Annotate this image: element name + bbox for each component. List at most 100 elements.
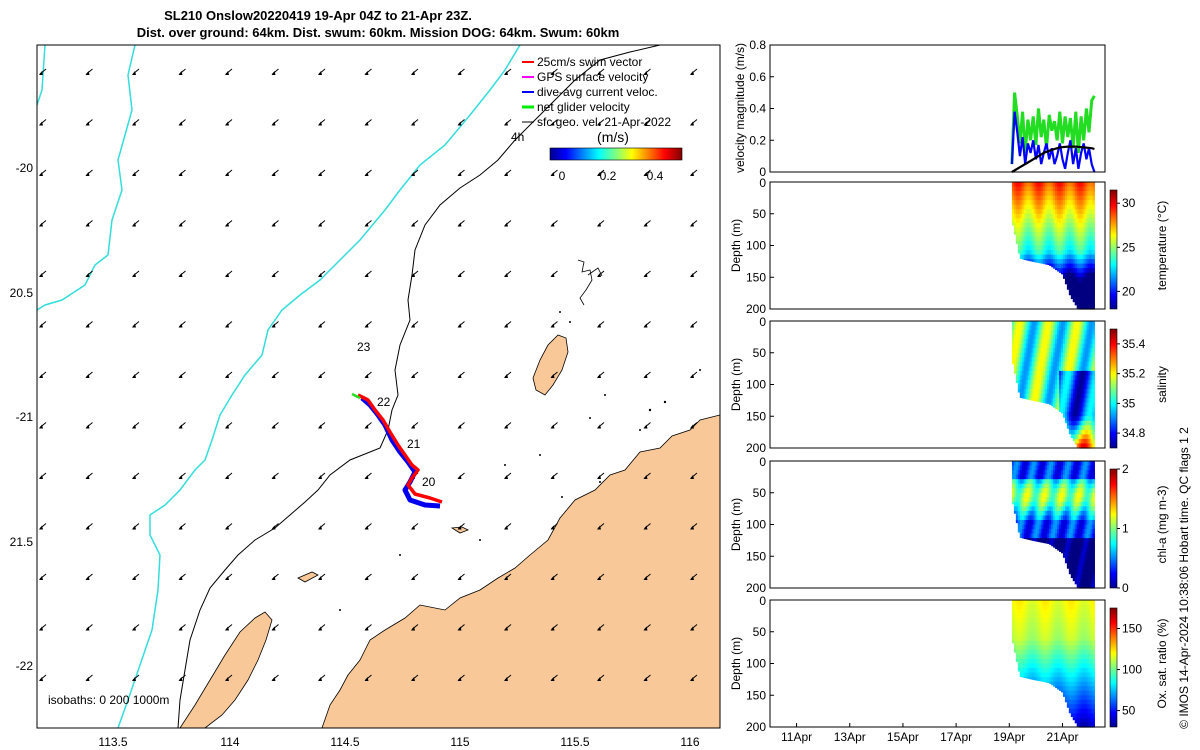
heatmap-cell [1015, 627, 1019, 633]
heatmap-cell [1057, 636, 1060, 642]
heatmap-cell [1049, 231, 1052, 238]
heatmap-cell [1015, 204, 1019, 210]
heatmap-cell [1066, 339, 1070, 345]
heatmap-cell [1019, 254, 1023, 259]
heatmap-cell [1084, 649, 1088, 656]
current-arrow [504, 321, 512, 328]
heatmap-cell [1078, 218, 1082, 224]
map-legend: 25cm/s swim vector GPS surface velocity … [522, 55, 683, 183]
heatmap-cell [1070, 339, 1074, 345]
heatmap-cell [1049, 357, 1052, 363]
heatmap-cell [1037, 483, 1041, 489]
heatmap-cell [1064, 191, 1068, 197]
heatmap-cell [1090, 379, 1093, 386]
heatmap-cell [1082, 681, 1086, 687]
temperature-colorbar-label: temperature (°C) [1155, 201, 1169, 291]
heatmap-cell [1092, 290, 1095, 296]
heatmap-cell [1090, 631, 1093, 637]
heatmap-cell [1015, 222, 1019, 228]
heatmap-cell [1084, 654, 1088, 660]
heatmap-cell [1033, 195, 1037, 201]
heatmap-cell [1021, 245, 1025, 251]
heatmap-cell [1031, 379, 1035, 386]
heatmap-cell [1078, 299, 1082, 306]
heatmap-cell [1076, 370, 1080, 377]
heatmap-cell [1090, 497, 1093, 503]
heatmap-cell [1035, 645, 1039, 651]
heatmap-cell [1061, 677, 1064, 683]
heatmap-cell [1055, 343, 1058, 349]
heatmap-cell [1080, 379, 1084, 386]
heatmap-cell [1074, 551, 1078, 557]
heatmap-cell [1088, 677, 1092, 683]
heatmap-cell [1086, 483, 1090, 489]
heatmap-cell [1064, 663, 1068, 669]
heatmap-cell [1061, 465, 1064, 471]
heatmap-cell [1086, 708, 1090, 714]
heatmap-cell [1047, 618, 1050, 624]
heatmap-cell [1076, 200, 1080, 206]
heatmap-cell [1049, 542, 1052, 545]
heatmap-cell [1076, 515, 1080, 521]
heatmap-cell [1084, 209, 1088, 215]
heatmap-cell [1070, 357, 1074, 363]
current-arrow [504, 68, 512, 75]
heatmap-cell [1045, 600, 1048, 606]
heatmap-cell [1057, 389, 1060, 395]
heatmap-cell [1035, 636, 1039, 642]
heatmap-cell [1047, 538, 1050, 544]
current-arrow [364, 422, 372, 429]
heatmap-cell [1025, 636, 1029, 642]
heatmap-cell [1074, 488, 1078, 494]
heatmap-cell [1027, 600, 1031, 606]
current-arrow [504, 220, 512, 227]
heatmap-cell [1043, 222, 1046, 228]
depth-tick: 150 [746, 688, 766, 702]
heatmap-cell [1053, 622, 1056, 628]
heatmap-cell [1082, 622, 1086, 628]
heatmap-cell [1082, 479, 1086, 485]
heatmap-cell [1045, 529, 1048, 535]
heatmap-cell [1047, 519, 1050, 526]
heatmap-cell [1039, 254, 1042, 260]
colorbar-tick: 20 [1122, 284, 1136, 298]
heatmap-cell [1076, 195, 1080, 201]
heatmap-cell [1088, 538, 1092, 544]
heatmap-cell [1092, 686, 1095, 692]
heatmap-cell [1080, 645, 1084, 651]
heatmap-cell [1053, 501, 1056, 507]
heatmap-cell [1057, 398, 1060, 404]
heatmap-cell [1072, 479, 1076, 485]
salinity-heatmap [1011, 321, 1095, 449]
heatmap-cell [1074, 429, 1078, 435]
heatmap-cell [1019, 343, 1023, 349]
heatmap-cell [1019, 613, 1023, 619]
current-arrow [39, 321, 47, 328]
heatmap-cell [1029, 672, 1033, 678]
heatmap-cell [1045, 492, 1048, 498]
heatmap-cell [1053, 254, 1056, 260]
heatmap-cell [1043, 339, 1046, 345]
heatmap-cell [1053, 379, 1056, 386]
title-line-1: SL210 Onslow20220419 19-Apr 04Z to 21-Ap… [164, 8, 472, 23]
heatmap-cell [1080, 268, 1084, 274]
heatmap-cell [1084, 222, 1088, 228]
heatmap-cell [1072, 245, 1076, 251]
heatmap-cell [1076, 578, 1080, 585]
heatmap-cell [1074, 613, 1078, 619]
heatmap-cell [1084, 366, 1088, 372]
heatmap-cell [1088, 420, 1092, 426]
heatmap-cell [1015, 213, 1019, 219]
heatmap-cell [1041, 334, 1044, 340]
heatmap-cell [1068, 497, 1072, 503]
heatmap-cell [1088, 695, 1092, 701]
heatmap-cell [1037, 510, 1041, 517]
heatmap-cell [1086, 488, 1090, 494]
heatmap-cell [1066, 366, 1070, 372]
heatmap-cell [1059, 465, 1062, 471]
heatmap-cell [1084, 510, 1088, 517]
heatmap-cell [1039, 538, 1042, 543]
heatmap-cell [1017, 366, 1021, 372]
heatmap-cell [1041, 339, 1044, 345]
heatmap-cell [1049, 218, 1052, 224]
